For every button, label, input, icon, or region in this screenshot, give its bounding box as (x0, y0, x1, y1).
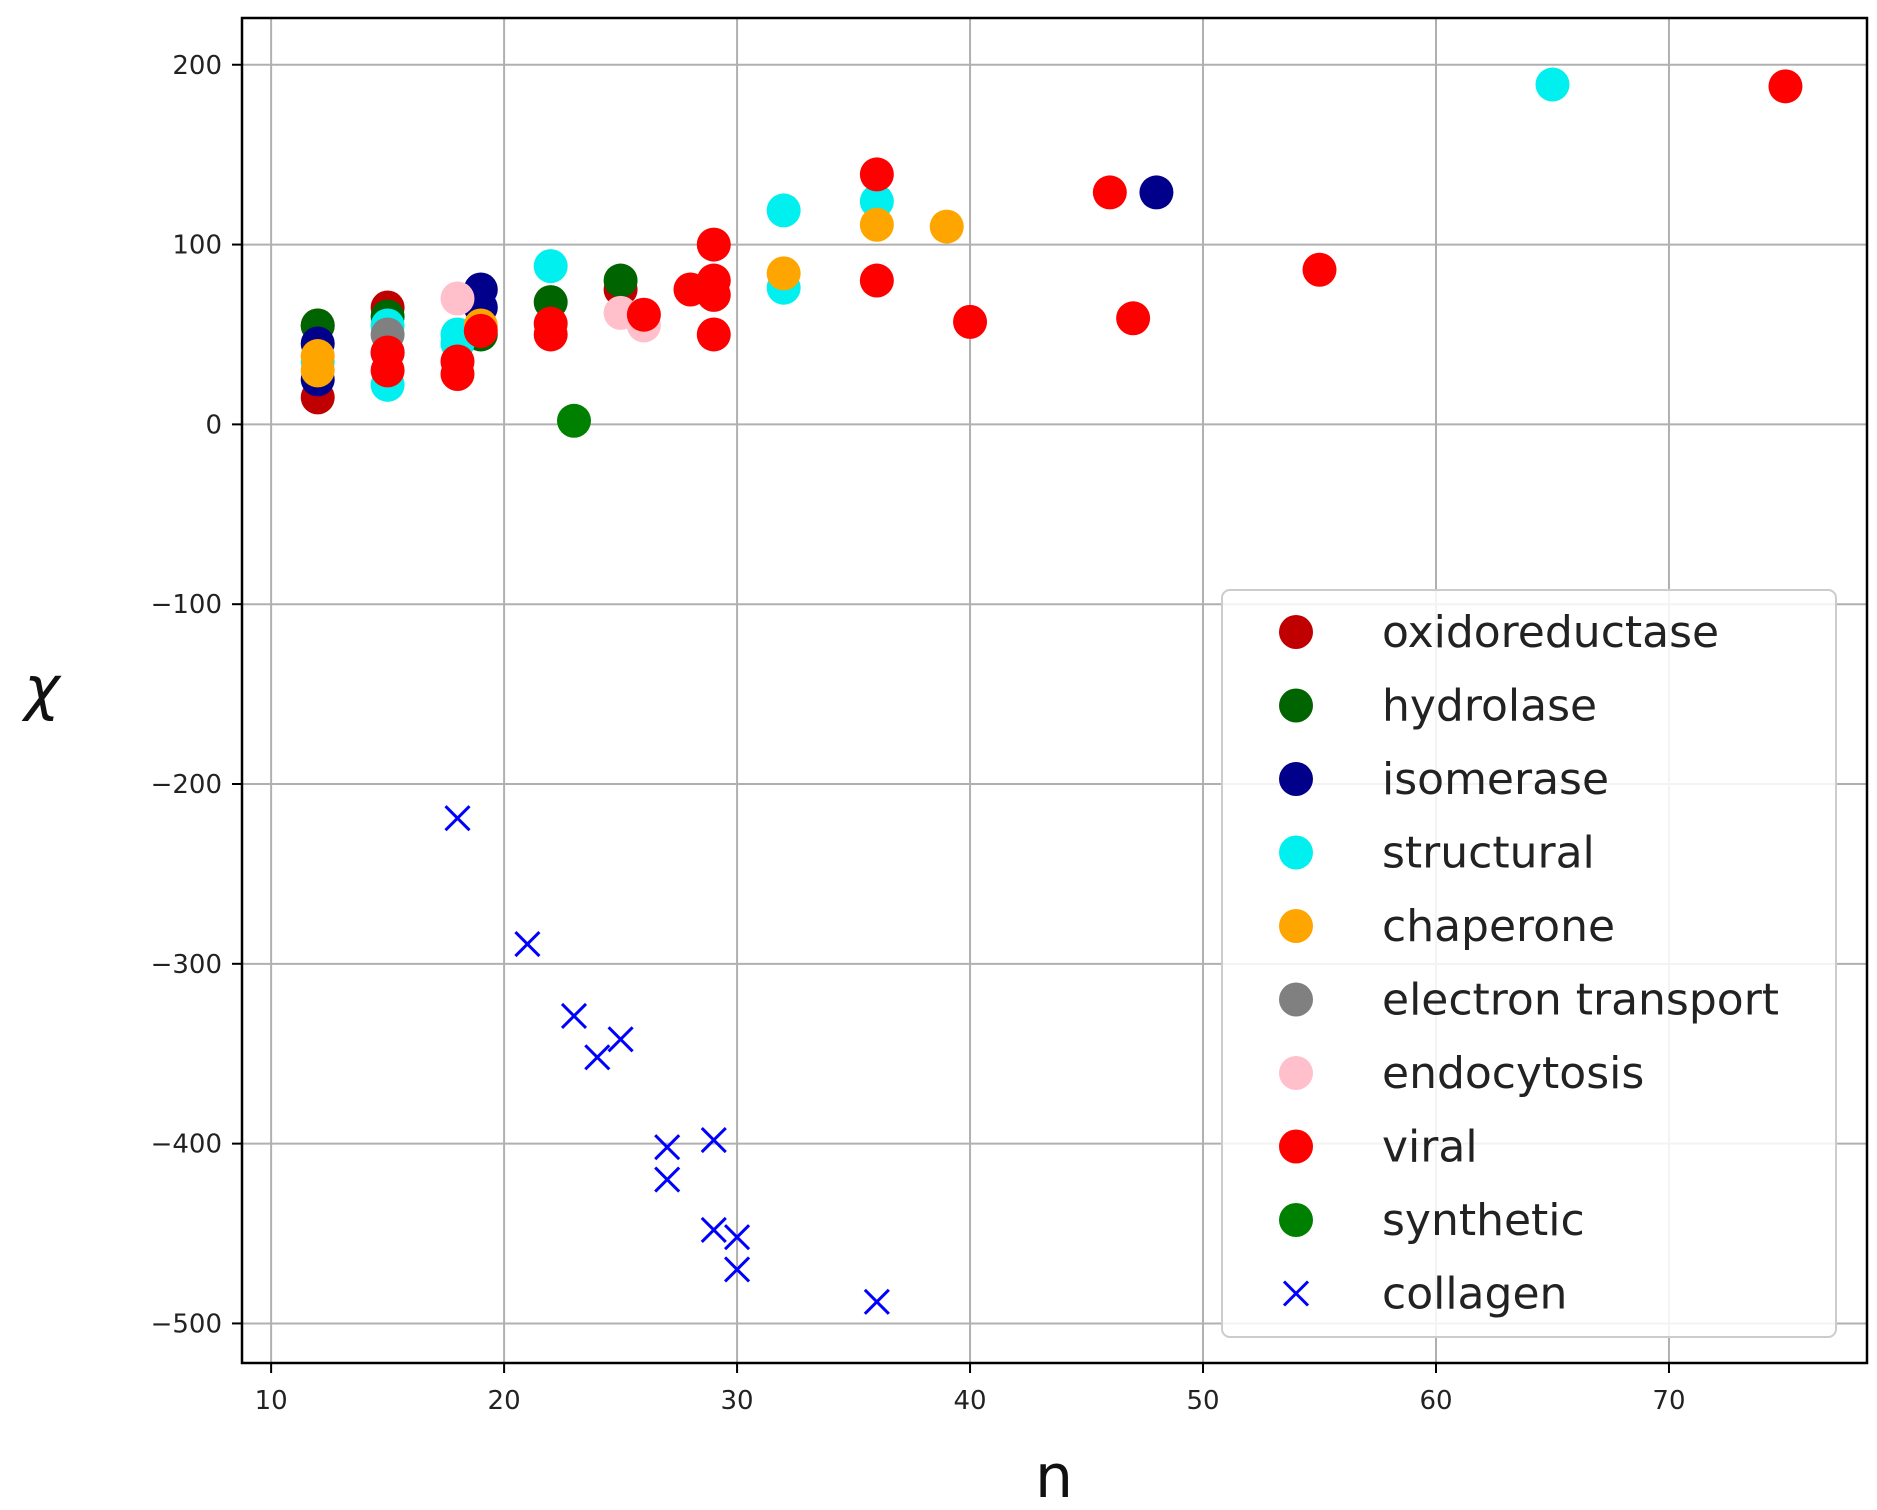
legend-item-isomerase: isomerase (1279, 754, 1609, 805)
legend-label-synthetic: synthetic (1382, 1195, 1585, 1246)
data-point-collagen (560, 1002, 588, 1030)
data-point-viral (1116, 301, 1151, 336)
data-point-viral (696, 317, 731, 352)
y-tick-label: −200 (151, 770, 222, 800)
data-point-collagen (444, 805, 471, 832)
data-point-collagen (607, 1026, 634, 1053)
legend-marker-viral (1279, 1129, 1313, 1164)
series-viral (370, 69, 1803, 392)
data-point-viral (1302, 252, 1337, 287)
data-point-collagen (724, 1224, 751, 1251)
y-axis-title: χ (21, 654, 62, 724)
legend-label-viral: viral (1382, 1122, 1478, 1173)
legend-item-oxidoreductase: oxidoreductase (1279, 607, 1719, 658)
x-tick-label: 40 (953, 1386, 986, 1416)
x-axis-title: n (1035, 1442, 1073, 1510)
plot-area-frame (240, 16, 1869, 1365)
legend-label-oxidoreductase: oxidoreductase (1382, 607, 1719, 658)
data-point-viral (1092, 175, 1127, 210)
data-point-chaperone (766, 256, 801, 291)
data-point-collagen (654, 1134, 681, 1161)
y-tick-label: −500 (151, 1309, 222, 1339)
legend-item-chaperone: chaperone (1279, 901, 1615, 952)
data-point-collagen (654, 1166, 681, 1193)
y-tick-label: −400 (151, 1130, 222, 1160)
data-point-chaperone (300, 339, 335, 374)
legend-marker-endocytosis (1279, 1056, 1313, 1090)
x-tick-label: 70 (1652, 1386, 1685, 1416)
legend-marker-structural (1279, 835, 1313, 870)
y-tick-label: −300 (151, 950, 222, 980)
legend-item-hydrolase: hydrolase (1279, 681, 1597, 732)
data-point-endocytosis (440, 281, 475, 316)
y-tick-label: 200 (172, 51, 222, 81)
legend-label-chaperone: chaperone (1382, 901, 1615, 952)
legend-label-electron-transport: electron transport (1382, 975, 1779, 1026)
legend: oxidoreductase hydrolase isomerase structur… (1221, 589, 1837, 1338)
legend-label-structural: structural (1382, 828, 1595, 879)
series-synthetic (556, 403, 591, 438)
data-point-collagen (700, 1216, 727, 1243)
legend-item-endocytosis: endocytosis (1279, 1048, 1644, 1099)
data-points (300, 67, 1803, 1315)
legend-item-structural: structural (1279, 828, 1595, 879)
legend-item-electron-transport: electron transport (1279, 975, 1779, 1026)
legend-marker-collagen (1282, 1280, 1310, 1307)
legend-label-hydrolase: hydrolase (1382, 681, 1597, 732)
data-point-structural (859, 184, 894, 219)
legend-label-endocytosis: endocytosis (1382, 1048, 1644, 1099)
x-tick-label: 60 (1419, 1386, 1452, 1416)
data-point-structural (533, 249, 568, 284)
data-point-collagen (584, 1044, 611, 1071)
axis-ticks: 10 20 30 40 50 60 70 −500 −400 −300 −200 −100 0 100 20… (151, 51, 1686, 1416)
data-point-collagen (863, 1288, 890, 1315)
legend-marker-hydrolase (1279, 688, 1313, 723)
legend-item-viral: viral (1279, 1122, 1478, 1173)
x-tick-label: 20 (488, 1386, 521, 1416)
x-tick-label: 10 (255, 1386, 288, 1416)
data-point-chaperone (929, 209, 964, 244)
data-point-viral (696, 277, 731, 312)
legend-item-collagen: collagen (1282, 1269, 1567, 1320)
x-tick-label: 30 (721, 1386, 754, 1416)
legend-item-synthetic: synthetic (1279, 1195, 1585, 1246)
data-point-synthetic (556, 403, 591, 438)
data-point-viral (626, 297, 661, 332)
data-point-collagen (700, 1126, 727, 1154)
legend-marker-synthetic (1279, 1203, 1313, 1237)
data-point-viral (1768, 69, 1803, 104)
data-point-viral (463, 313, 498, 348)
series-collagen (444, 805, 890, 1315)
data-point-viral (696, 227, 731, 262)
data-point-viral (533, 306, 568, 341)
legend-marker-electron-transport (1279, 982, 1313, 1017)
data-point-hydrolase (603, 263, 638, 298)
legend-marker-isomerase (1279, 762, 1313, 796)
y-tick-label: −100 (151, 590, 222, 620)
data-point-viral (440, 344, 475, 379)
data-point-viral (370, 335, 405, 370)
legend-marker-chaperone (1279, 909, 1313, 943)
data-point-isomerase (1139, 175, 1174, 210)
legend-label-collagen: collagen (1382, 1269, 1567, 1320)
legend-label-isomerase: isomerase (1382, 754, 1609, 805)
data-point-structural (766, 193, 801, 228)
data-point-chaperone (859, 207, 894, 242)
data-point-collagen (724, 1256, 751, 1283)
legend-frame (1221, 589, 1837, 1338)
y-tick-label: 100 (172, 231, 222, 261)
y-tick-label: 0 (205, 410, 222, 440)
x-tick-label: 50 (1186, 1386, 1219, 1416)
data-point-viral (859, 263, 894, 298)
data-point-collagen (514, 930, 541, 958)
data-point-viral (859, 157, 894, 192)
data-point-structural (1535, 67, 1570, 102)
data-point-viral (953, 304, 988, 339)
legend-marker-oxidoreductase (1279, 615, 1313, 649)
